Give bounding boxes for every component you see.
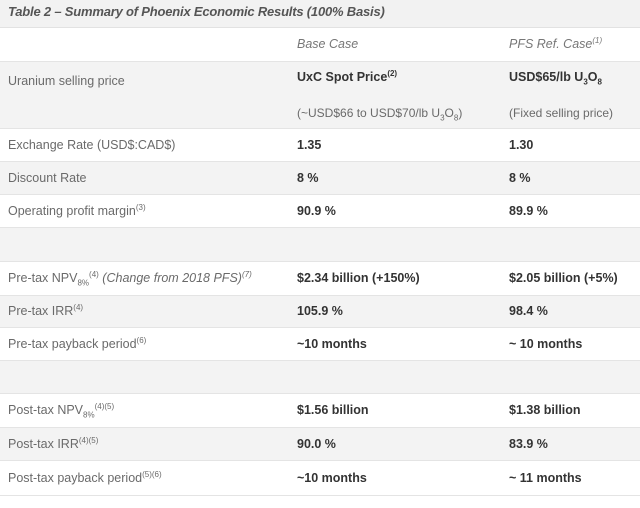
value-base-pretax-irr: 105.9 % xyxy=(289,295,501,328)
value-pfs-discount: 8 % xyxy=(501,161,640,195)
base-uranium-main: UxC Spot Price(2) xyxy=(297,68,398,84)
row-pretax-npv: Pre-tax NPV8%(4) (Change from 2018 PFS)(… xyxy=(0,261,640,296)
label-posttax-irr: Post-tax IRR(4)(5) xyxy=(0,427,289,461)
value-pfs-pretax-npv: $2.05 billion (+5%) xyxy=(501,261,640,296)
value-base-exchange: 1.35 xyxy=(289,128,501,162)
label-pretax-npv: Pre-tax NPV8%(4) (Change from 2018 PFS)(… xyxy=(0,261,289,296)
value-base-pretax-payback: ~10 months xyxy=(289,327,501,361)
economic-results-table: Base Case PFS Ref. Case(1) Uranium selli… xyxy=(0,28,640,496)
value-pfs-uranium: USD$65/lb U3O8 (Fixed selling price) xyxy=(501,61,640,129)
label-posttax-payback: Post-tax payback period(5)(6) xyxy=(0,460,289,496)
value-base-uranium: UxC Spot Price(2) (~USD$66 to USD$70/lb … xyxy=(289,61,501,129)
label-exchange-rate: Exchange Rate (USD$:CAD$) xyxy=(0,128,289,162)
spacer-row-2 xyxy=(0,360,640,394)
header-row: Base Case PFS Ref. Case(1) xyxy=(0,28,640,62)
value-pfs-exchange: 1.30 xyxy=(501,128,640,162)
value-pfs-margin: 89.9 % xyxy=(501,194,640,228)
row-posttax-npv: Post-tax NPV8%(4)(5) $1.56 billion $1.38… xyxy=(0,393,640,428)
value-pfs-pretax-payback: ~ 10 months xyxy=(501,327,640,361)
value-base-posttax-npv: $1.56 billion xyxy=(289,393,501,428)
value-pfs-pretax-irr: 98.4 % xyxy=(501,295,640,328)
spacer-row xyxy=(0,227,640,262)
header-base-case: Base Case xyxy=(289,28,501,62)
row-discount-rate: Discount Rate 8 % 8 % xyxy=(0,161,640,195)
header-pfs-ref-case: PFS Ref. Case(1) xyxy=(501,28,640,62)
label-discount-rate: Discount Rate xyxy=(0,161,289,195)
pfs-uranium-sub: (Fixed selling price) xyxy=(509,105,614,120)
row-posttax-irr: Post-tax IRR(4)(5) 90.0 % 83.9 % xyxy=(0,427,640,461)
header-col1 xyxy=(0,28,289,62)
label-pretax-payback: Pre-tax payback period(6) xyxy=(0,327,289,361)
base-uranium-sub: (~USD$66 to USD$70/lb U3O8) xyxy=(297,105,463,122)
value-base-posttax-payback: ~10 months xyxy=(289,460,501,496)
row-operating-margin: Operating profit margin(3) 90.9 % 89.9 % xyxy=(0,194,640,228)
row-uranium-price: Uranium selling price UxC Spot Price(2) … xyxy=(0,61,640,129)
label-pretax-irr: Pre-tax IRR(4) xyxy=(0,295,289,328)
value-base-discount: 8 % xyxy=(289,161,501,195)
row-posttax-payback: Post-tax payback period(5)(6) ~10 months… xyxy=(0,460,640,496)
value-pfs-posttax-irr: 83.9 % xyxy=(501,427,640,461)
table-title: Table 2 – Summary of Phoenix Economic Re… xyxy=(0,0,640,28)
label-posttax-npv: Post-tax NPV8%(4)(5) xyxy=(0,393,289,428)
pfs-uranium-main: USD$65/lb U3O8 xyxy=(509,69,602,86)
row-exchange-rate: Exchange Rate (USD$:CAD$) 1.35 1.30 xyxy=(0,128,640,162)
row-pretax-irr: Pre-tax IRR(4) 105.9 % 98.4 % xyxy=(0,295,640,328)
value-base-pretax-npv: $2.34 billion (+150%) xyxy=(289,261,501,296)
value-pfs-posttax-payback: ~ 11 months xyxy=(501,460,640,496)
value-base-posttax-irr: 90.0 % xyxy=(289,427,501,461)
row-pretax-payback: Pre-tax payback period(6) ~10 months ~ 1… xyxy=(0,327,640,361)
value-pfs-posttax-npv: $1.38 billion xyxy=(501,393,640,428)
label-uranium-price: Uranium selling price xyxy=(0,61,289,129)
value-base-margin: 90.9 % xyxy=(289,194,501,228)
label-operating-margin: Operating profit margin(3) xyxy=(0,194,289,228)
